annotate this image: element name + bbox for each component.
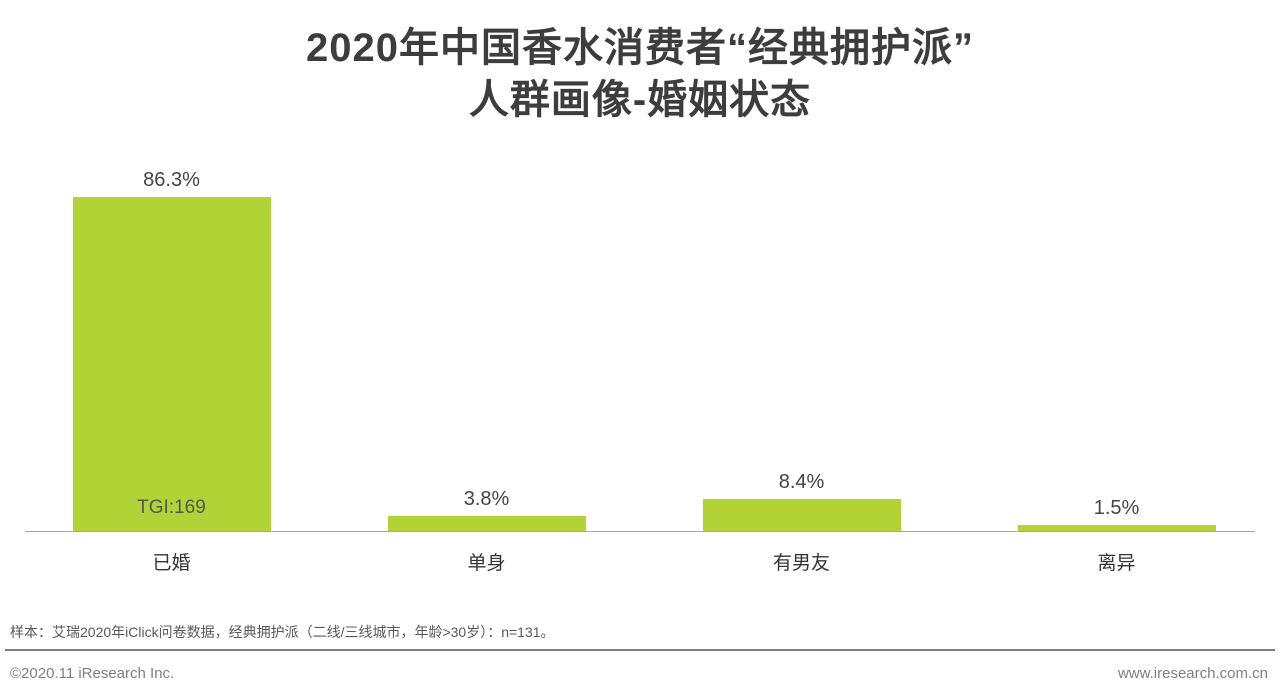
bar-column: 3.8% bbox=[329, 140, 644, 531]
bar-value-label: 8.4% bbox=[778, 470, 825, 493]
chart-title-line2: 人群画像-婚姻状态 bbox=[468, 78, 812, 122]
bar-column: 86.3% TGI:169 bbox=[14, 140, 329, 531]
bar-chart: 86.3% TGI:169 3.8% 8.4% 1.5% bbox=[14, 140, 1274, 531]
tgi-label: TGI:169 bbox=[137, 497, 206, 518]
bar bbox=[702, 498, 901, 531]
website-link: www.iresearch.com.cn bbox=[1117, 665, 1268, 682]
chart-title-line1: 2020年中国香水消费者“经典拥护派” bbox=[306, 26, 974, 70]
bar-column: 8.4% bbox=[644, 140, 959, 531]
category-label: 已婚 bbox=[152, 553, 191, 574]
bar bbox=[1017, 525, 1216, 531]
bar bbox=[387, 516, 586, 531]
bar-value-label: 86.3% bbox=[143, 169, 200, 191]
category-axis: 已婚 单身 有男友 离异 bbox=[14, 548, 1274, 575]
bar-column: 1.5% bbox=[959, 140, 1274, 531]
category-label: 单身 bbox=[467, 553, 506, 574]
x-axis-line bbox=[25, 531, 1255, 532]
bar-value-label: 1.5% bbox=[1093, 497, 1140, 520]
sample-note: 样本：艾瑞2020年iClick问卷数据，经典拥护派（二线/三线城市，年龄>30… bbox=[10, 624, 555, 640]
category-label: 有男友 bbox=[772, 553, 830, 574]
category-label: 离异 bbox=[1097, 553, 1136, 574]
chart-title: 2020年中国香水消费者“经典拥护派” 人群画像-婚姻状态 bbox=[0, 22, 1280, 126]
footer-divider bbox=[5, 649, 1275, 651]
bar-value-label: 3.8% bbox=[463, 488, 510, 511]
bar: TGI:169 bbox=[72, 197, 271, 531]
copyright-text: ©2020.11 iResearch Inc. bbox=[10, 665, 175, 682]
